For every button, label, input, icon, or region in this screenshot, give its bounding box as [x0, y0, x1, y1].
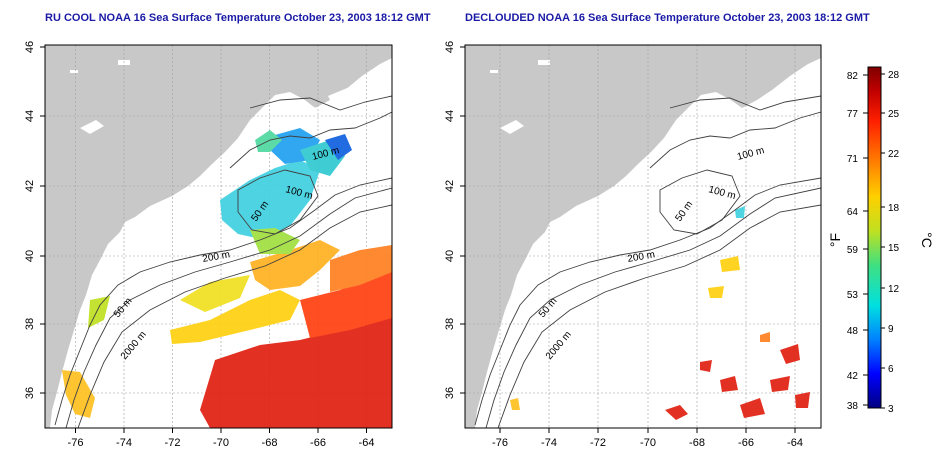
- right-panel-title: DECLOUDED NOAA 16 Sea Surface Temperatur…: [465, 12, 870, 24]
- left-panel-title: RU COOL NOAA 16 Sea Surface Temperature …: [45, 12, 431, 24]
- celsius-tick: 6: [888, 364, 894, 375]
- left-lat-tick: 44: [24, 110, 36, 122]
- right-lon-tick: -70: [640, 437, 656, 449]
- right-lat-tick: 38: [444, 318, 456, 330]
- celsius-tick: 18: [888, 203, 900, 214]
- left-map: 100 m 100 m 50 m 200 m 50 m 2000 m -76 -…: [24, 41, 393, 449]
- colorbar: 82 77 71 64 59 53 48 42 38 28 25 22 18 1…: [827, 66, 935, 415]
- right-lon-tick: -64: [787, 437, 803, 449]
- fahrenheit-label: °F: [827, 233, 843, 247]
- left-lat-tick: 42: [24, 180, 36, 192]
- right-lat-tick: 46: [444, 41, 456, 53]
- right-lat-tick: 40: [444, 250, 456, 262]
- right-lon-tick: -66: [738, 437, 754, 449]
- celsius-tick: 12: [888, 284, 900, 295]
- left-lat-tick: 46: [24, 41, 36, 53]
- right-map: 100 m 100 m 50 m 200 m 50 m 2000 m -76 -…: [444, 41, 822, 449]
- right-lat-tick: 36: [444, 387, 456, 399]
- contour-label-200m: 200 m: [627, 249, 656, 265]
- celsius-tick: 25: [888, 109, 900, 120]
- fahrenheit-tick: 64: [847, 207, 859, 218]
- fahrenheit-tick: 53: [847, 290, 859, 301]
- left-lon-tick: -74: [116, 437, 132, 449]
- right-lon-tick: -74: [541, 437, 557, 449]
- right-sst-data: [510, 206, 810, 420]
- left-sst-data: [62, 128, 392, 428]
- celsius-tick: 28: [888, 70, 900, 81]
- colorbar-gradient: [867, 66, 882, 409]
- fahrenheit-tick: 48: [847, 326, 859, 337]
- left-lon-tick: -70: [213, 437, 229, 449]
- contour-label-200m: 200 m: [202, 249, 231, 265]
- left-lat-tick: 40: [24, 250, 36, 262]
- fahrenheit-tick: 82: [847, 71, 859, 82]
- right-lat-tick: 42: [444, 180, 456, 192]
- fahrenheit-tick: 38: [847, 401, 859, 412]
- fahrenheit-tick: 42: [847, 371, 859, 382]
- celsius-tick: 15: [888, 243, 900, 254]
- fahrenheit-tick: 71: [847, 154, 859, 165]
- celsius-label: °C: [919, 232, 935, 248]
- celsius-tick: 3: [888, 404, 894, 415]
- left-lon-tick: -66: [310, 437, 326, 449]
- left-lat-tick: 36: [24, 387, 36, 399]
- left-lat-tick: 38: [24, 318, 36, 330]
- left-land: [45, 45, 392, 428]
- celsius-tick: 9: [888, 324, 894, 335]
- right-land: [465, 45, 821, 428]
- fahrenheit-tick: 59: [847, 245, 859, 256]
- left-lon-tick: -72: [165, 437, 181, 449]
- right-lat-tick: 44: [444, 110, 456, 122]
- left-lon-tick: -76: [68, 437, 84, 449]
- fahrenheit-tick: 77: [847, 109, 859, 120]
- left-lon-tick: -64: [359, 437, 375, 449]
- left-lon-tick: -68: [262, 437, 278, 449]
- right-lon-tick: -72: [590, 437, 606, 449]
- right-lon-tick: -76: [492, 437, 508, 449]
- right-lon-tick: -68: [689, 437, 705, 449]
- celsius-tick: 22: [888, 149, 900, 160]
